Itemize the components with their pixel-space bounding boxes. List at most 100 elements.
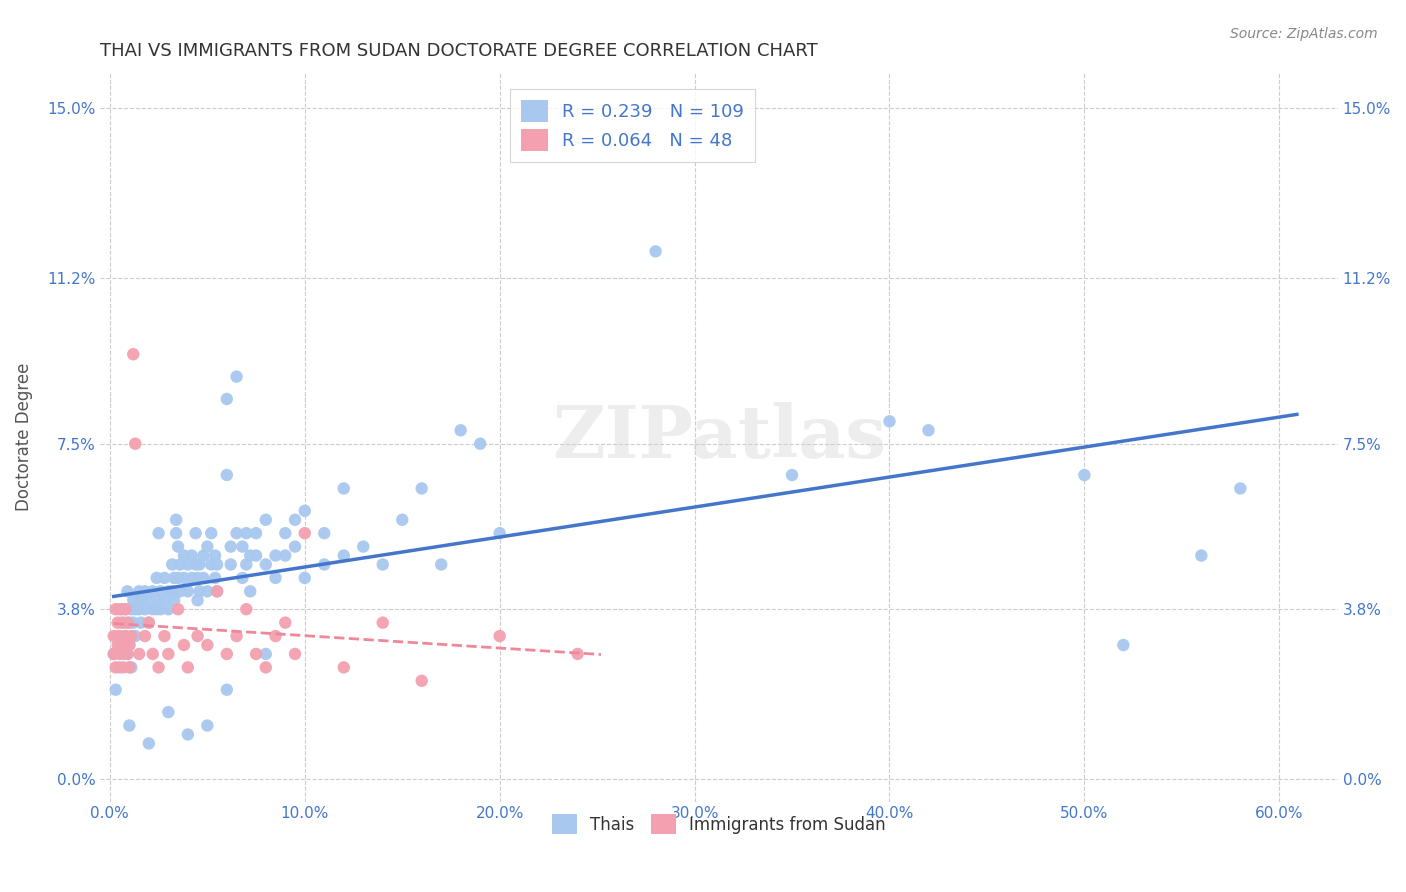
Point xyxy=(103,647,125,661)
Point xyxy=(204,571,226,585)
Point xyxy=(274,615,297,630)
Point xyxy=(138,736,160,750)
Point xyxy=(148,660,170,674)
Point xyxy=(148,526,170,541)
Point xyxy=(215,468,238,483)
Point xyxy=(163,571,186,585)
Point xyxy=(142,647,165,661)
Point xyxy=(157,602,180,616)
Point xyxy=(112,638,135,652)
Point xyxy=(411,673,433,688)
Point xyxy=(219,558,242,572)
Point xyxy=(205,584,228,599)
Point xyxy=(215,682,238,697)
Point xyxy=(145,571,167,585)
Point xyxy=(254,647,277,661)
Point xyxy=(177,584,200,599)
Point xyxy=(1189,549,1212,563)
Point xyxy=(107,638,129,652)
Point xyxy=(200,526,222,541)
Point xyxy=(108,629,131,643)
Point xyxy=(117,615,139,630)
Point xyxy=(1229,482,1251,496)
Point xyxy=(235,558,257,572)
Point xyxy=(138,615,160,630)
Point xyxy=(104,660,127,674)
Point xyxy=(195,638,218,652)
Point xyxy=(153,629,176,643)
Point xyxy=(332,660,354,674)
Point xyxy=(128,602,150,616)
Point xyxy=(114,602,136,616)
Point xyxy=(117,584,139,599)
Point xyxy=(204,549,226,563)
Point xyxy=(134,602,156,616)
Point xyxy=(294,504,316,518)
Point xyxy=(118,615,141,630)
Point xyxy=(167,602,190,616)
Legend: Thais, Immigrants from Sudan: Thais, Immigrants from Sudan xyxy=(541,804,896,845)
Point xyxy=(134,629,156,643)
Point xyxy=(294,526,316,541)
Point xyxy=(274,549,297,563)
Point xyxy=(644,244,666,259)
Point xyxy=(187,629,209,643)
Point xyxy=(225,526,247,541)
Point xyxy=(118,718,141,732)
Point xyxy=(215,647,238,661)
Point xyxy=(142,602,165,616)
Point xyxy=(128,584,150,599)
Point xyxy=(165,513,187,527)
Point xyxy=(118,638,141,652)
Point xyxy=(488,629,510,643)
Point xyxy=(112,660,135,674)
Point xyxy=(879,414,901,428)
Point xyxy=(103,647,125,661)
Point xyxy=(193,549,215,563)
Point xyxy=(314,558,336,572)
Point xyxy=(148,593,170,607)
Point xyxy=(264,571,287,585)
Point xyxy=(780,468,803,483)
Point xyxy=(193,571,215,585)
Point xyxy=(142,584,165,599)
Point xyxy=(205,584,228,599)
Point xyxy=(917,423,939,437)
Point xyxy=(411,482,433,496)
Point xyxy=(108,660,131,674)
Point xyxy=(157,647,180,661)
Point xyxy=(187,593,209,607)
Point xyxy=(124,436,146,450)
Text: THAI VS IMMIGRANTS FROM SUDAN DOCTORATE DEGREE CORRELATION CHART: THAI VS IMMIGRANTS FROM SUDAN DOCTORATE … xyxy=(100,42,818,60)
Point xyxy=(122,347,145,361)
Point xyxy=(118,638,141,652)
Point xyxy=(145,602,167,616)
Point xyxy=(107,615,129,630)
Point xyxy=(188,558,211,572)
Point xyxy=(567,647,589,661)
Point xyxy=(110,615,132,630)
Point xyxy=(332,482,354,496)
Point xyxy=(1112,638,1135,652)
Point xyxy=(264,629,287,643)
Point xyxy=(149,584,172,599)
Text: ZIPatlas: ZIPatlas xyxy=(553,401,886,473)
Point xyxy=(118,660,141,674)
Point xyxy=(470,436,492,450)
Point xyxy=(173,638,195,652)
Point xyxy=(104,682,127,697)
Point xyxy=(488,526,510,541)
Point xyxy=(169,584,191,599)
Point xyxy=(153,571,176,585)
Point xyxy=(264,549,287,563)
Point xyxy=(205,558,228,572)
Point xyxy=(215,392,238,406)
Point xyxy=(124,602,146,616)
Point xyxy=(225,629,247,643)
Point xyxy=(235,602,257,616)
Point xyxy=(104,602,127,616)
Point xyxy=(239,549,262,563)
Point xyxy=(180,549,202,563)
Point xyxy=(107,629,129,643)
Point xyxy=(391,513,413,527)
